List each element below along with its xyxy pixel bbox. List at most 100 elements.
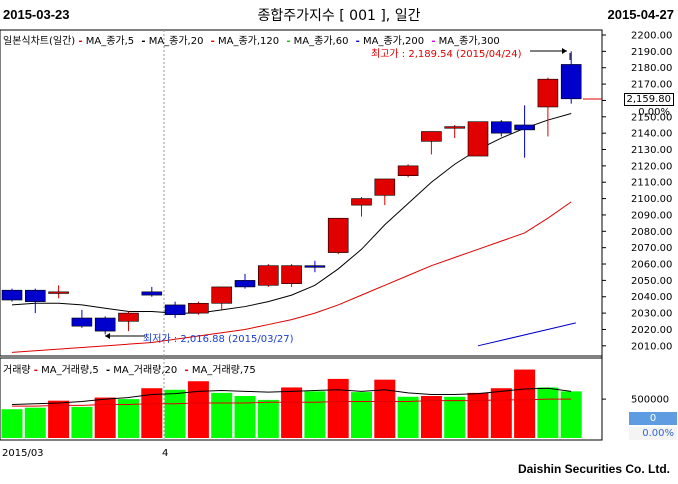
candle-body xyxy=(514,124,535,131)
price-tick-label: 2100.00 xyxy=(631,194,672,205)
indicator-legend: 일본식차트(일간) - MA_종가,5 - MA_종가,20 - MA_종가,1… xyxy=(3,32,504,47)
price-y-axis: 2010.00 2020.00 2030.00 2040.00 2050.00 2060.… xyxy=(602,31,672,352)
candle-body xyxy=(467,121,489,157)
price-tick-label: 2080.00 xyxy=(631,227,672,238)
candle-body xyxy=(397,165,419,176)
ma-line xyxy=(477,322,576,347)
volume-bar xyxy=(397,396,419,438)
low-price-annotation: 최저가 : 2,016.88 (2015/03/27) xyxy=(143,334,294,345)
volume-bar xyxy=(24,407,46,438)
candlesticks xyxy=(1,51,582,335)
price-tick-label: 2180.00 xyxy=(631,63,672,74)
volume-bar xyxy=(351,392,372,438)
chart-type-label: 일본식차트(일간) xyxy=(3,36,76,47)
volume-bar xyxy=(164,389,186,438)
candle-body xyxy=(560,64,582,100)
price-tick-label: 2050.00 xyxy=(631,276,672,287)
volume-bar xyxy=(1,409,23,438)
price-tick-label: 2150.00 xyxy=(631,112,672,123)
legend-item-ma60[interactable]: - MA_종가,60 xyxy=(286,36,349,47)
candle-body xyxy=(48,291,69,294)
volume-bar xyxy=(48,400,70,438)
x-axis-label-day: 4 xyxy=(162,448,168,459)
price-tick-label: 2020.00 xyxy=(631,325,672,336)
volume-bar xyxy=(560,391,582,438)
candle-body xyxy=(164,304,186,316)
price-tick-label: 2090.00 xyxy=(631,210,672,221)
low-price-marker xyxy=(105,333,145,339)
candle-body xyxy=(94,317,116,332)
current-price-box: 2,159.80 xyxy=(624,93,674,106)
legend-item-ma5[interactable]: - MA_종가,5 xyxy=(78,36,135,47)
legend-item-ma300[interactable]: - MA_종가,300 xyxy=(431,36,500,47)
footer-copyright: Daishin Securities Co. Ltd. xyxy=(517,462,670,476)
price-tick-label: 2130.00 xyxy=(631,145,672,156)
price-tick-label: 2070.00 xyxy=(631,243,672,254)
price-tick-label: 2140.00 xyxy=(631,129,672,140)
current-volume-change: 0.00% xyxy=(629,427,677,440)
volume-label: 거래량 xyxy=(3,365,31,376)
price-tick-label: 2110.00 xyxy=(631,178,672,189)
volume-bar xyxy=(94,397,116,438)
candle-body xyxy=(188,302,209,314)
volume-bar xyxy=(374,379,396,438)
chart-header: 2015-03-23 종합주가지수 [ 001 ], 일간 2015-04-27 xyxy=(0,0,678,30)
volume-bar xyxy=(514,369,536,438)
volume-bar xyxy=(141,388,163,438)
candle-body xyxy=(351,198,372,206)
price-tick-label: 2030.00 xyxy=(631,309,672,320)
x-axis-label-month: 2015/03 xyxy=(2,448,44,459)
candle-body xyxy=(281,265,302,284)
volume-ma-lines xyxy=(11,387,572,407)
volume-bar xyxy=(281,387,303,438)
candle-body xyxy=(537,78,559,108)
ma-line xyxy=(11,201,572,353)
volume-bar xyxy=(187,381,209,438)
price-tick-label: 2060.00 xyxy=(631,260,672,271)
price-tick-label: 2010.00 xyxy=(631,341,672,352)
current-volume-box: 0 xyxy=(629,412,677,425)
volume-bar xyxy=(257,399,279,438)
current-price-change: 0.00% xyxy=(638,107,670,118)
legend-item-vol-ma75[interactable]: - MA_거래량,75 xyxy=(184,365,256,376)
candle-body xyxy=(141,291,163,296)
legend-item-vol-ma20[interactable]: - MA_거래량,20 xyxy=(105,365,178,376)
date-start-label: 2015-03-23 xyxy=(3,7,70,22)
candle-body xyxy=(444,126,466,129)
price-panel-frame xyxy=(0,29,603,357)
candle-body xyxy=(257,265,279,286)
volume-bar xyxy=(211,392,233,438)
high-price-marker xyxy=(530,48,571,60)
volume-bars xyxy=(1,369,582,438)
volume-bar xyxy=(490,388,512,438)
price-tick-label: 2040.00 xyxy=(631,292,672,303)
candle-body xyxy=(118,312,139,322)
price-tick-label: 2190.00 xyxy=(631,47,672,58)
volume-bar xyxy=(71,406,93,438)
legend-item-ma120[interactable]: - MA_종가,120 xyxy=(210,36,280,47)
volume-ma-line xyxy=(12,398,572,407)
legend-item-ma20[interactable]: - MA_종가,20 xyxy=(141,36,204,47)
candle-body xyxy=(421,131,442,142)
legend-item-vol-ma5[interactable]: - MA_거래량,5 xyxy=(33,365,99,376)
candle-body xyxy=(71,317,93,327)
candle-body xyxy=(304,265,326,268)
candle-body xyxy=(234,280,256,288)
high-price-annotation: 최고가 : 2,189.54 (2015/04/24) xyxy=(371,49,522,60)
volume-bar xyxy=(234,396,256,438)
volume-bar xyxy=(118,399,139,438)
volume-ma-line xyxy=(11,387,572,406)
candle-body xyxy=(327,217,349,253)
legend-item-ma200[interactable]: - MA_종가,200 xyxy=(355,36,425,47)
volume-legend: 거래량 - MA_거래량,5 - MA_거래량,20 - MA_거래량,75 xyxy=(3,361,260,376)
volume-bar xyxy=(420,396,442,438)
candle-body xyxy=(211,286,232,304)
candle-body xyxy=(1,289,23,301)
price-tick-label: 2170.00 xyxy=(631,80,672,91)
chart-title: 종합주가지수 [ 001 ], 일간 xyxy=(257,8,421,24)
volume-y-axis: 500000 xyxy=(602,395,669,406)
volume-bar xyxy=(537,387,559,438)
volume-bar xyxy=(467,392,489,438)
candle-body xyxy=(24,289,46,302)
